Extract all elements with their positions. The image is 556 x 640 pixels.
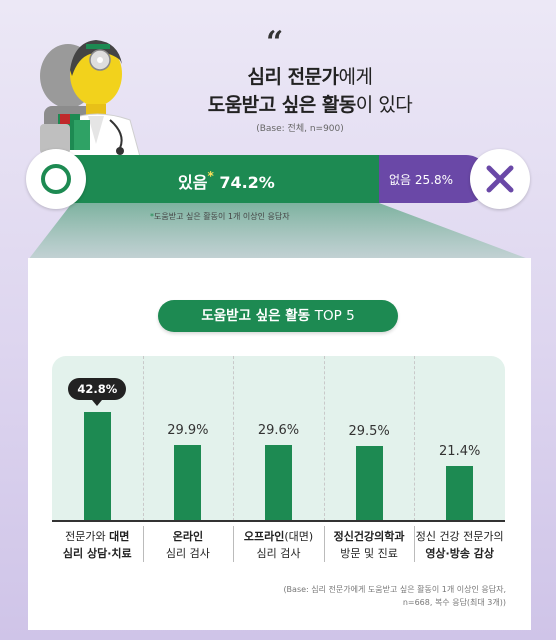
- chart-base-line-2: n=668, 복수 응답(최대 3개)): [402, 598, 506, 607]
- no-label-text: 없음: [389, 173, 412, 187]
- circle-o-icon: [26, 149, 86, 209]
- yes-footnote: *도움받고 싶은 활동이 1개 이상인 응답자: [150, 211, 290, 222]
- bar-value-label: 21.4%: [439, 444, 481, 459]
- bar-value-label: 29.6%: [257, 423, 300, 438]
- bar-value-label: 42.8%: [68, 378, 127, 400]
- chart-baseline: [52, 520, 505, 522]
- base-note: (Base: 전체, n=900): [256, 124, 344, 134]
- category-separator: [414, 526, 416, 562]
- chart-title-pill: 도움받고 싶은 활동 TOP 5: [158, 300, 398, 332]
- bar-value-label: 29.9%: [167, 423, 209, 438]
- chart-title-rest: TOP 5: [314, 308, 355, 324]
- yes-star: *: [207, 169, 214, 183]
- yes-value: 74.2%: [219, 173, 275, 192]
- chart-base-note: (Base: 심리 전문가에게 도움받고 싶은 활동이 1개 이상인 응답자, …: [236, 583, 506, 609]
- yes-label-text: 있음: [178, 173, 208, 192]
- bar: [446, 466, 474, 520]
- title-line-2: 도움받고 싶은 활동이 있다: [160, 90, 460, 117]
- footnote-text: 도움받고 싶은 활동이 1개 이상인 응답자: [154, 212, 290, 221]
- value-callout-tail: [92, 400, 103, 406]
- quote-mark: “: [266, 25, 284, 60]
- chart-base-line-1: (Base: 심리 전문가에게 도움받고 싶은 활동이 1개 이상인 응답자,: [283, 585, 506, 594]
- column-separator: [414, 356, 416, 521]
- column-separator: [323, 356, 325, 521]
- bar-value-label: 29.5%: [348, 424, 390, 439]
- title-line-1-bold: 심리 전문가: [247, 66, 340, 88]
- column-separator: [233, 356, 235, 521]
- category-separator: [323, 526, 325, 562]
- bar: [265, 445, 292, 520]
- bar: [355, 446, 383, 520]
- yes-bar: [40, 155, 379, 203]
- doctor-illustration: [40, 40, 143, 164]
- no-label: 없음 25.8%: [389, 171, 453, 188]
- category-label: 온라인 심리 검사: [165, 530, 210, 560]
- bar: [174, 445, 202, 520]
- x-icon: [470, 149, 530, 209]
- yes-label: 있음* 74.2%: [178, 169, 275, 193]
- title-line-2-bold: 도움받고 싶은 활동: [207, 94, 357, 116]
- category-label: 정신 건강 전문가의 영상·방송 감상: [415, 530, 504, 560]
- column-separator: [142, 356, 144, 521]
- category-separator: [233, 526, 235, 562]
- no-value: 25.8%: [414, 173, 454, 187]
- category-separator: [142, 526, 144, 562]
- category-label: 전문가와 대면 심리 상담·치료: [62, 530, 132, 560]
- title-line-1: 심리 전문가에게: [180, 62, 440, 89]
- bar: [83, 412, 111, 520]
- chart-title-bold: 도움받고 싶은 활동: [201, 308, 311, 324]
- category-label: 정신건강의학과 방문 및 진료: [333, 530, 405, 560]
- title-line-2-rest: 이 있다: [355, 94, 413, 116]
- footnote-star: *: [150, 212, 154, 221]
- title-line-1-rest: 에게: [338, 66, 373, 88]
- category-label: 오프라인(대면) 심리 검사: [243, 530, 314, 560]
